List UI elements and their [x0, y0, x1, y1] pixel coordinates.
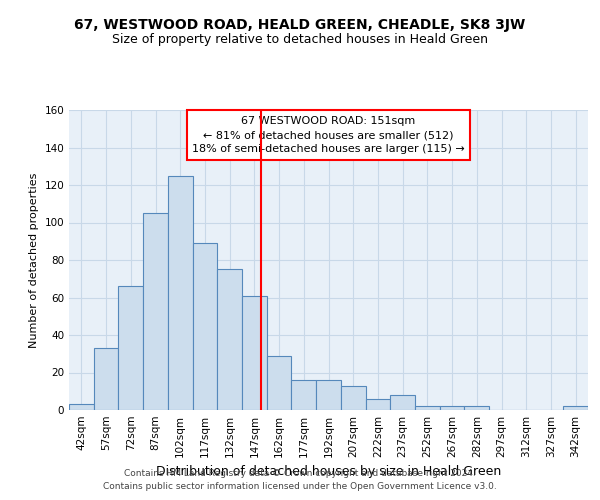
Bar [390, 395, 415, 410]
Bar [242, 296, 267, 410]
Bar [316, 380, 341, 410]
Bar [292, 380, 316, 410]
X-axis label: Distribution of detached houses by size in Heald Green: Distribution of detached houses by size … [156, 466, 501, 478]
Bar [143, 213, 168, 410]
Bar [69, 404, 94, 410]
Text: 67 WESTWOOD ROAD: 151sqm
← 81% of detached houses are smaller (512)
18% of semi-: 67 WESTWOOD ROAD: 151sqm ← 81% of detach… [192, 116, 465, 154]
Bar [267, 356, 292, 410]
Text: 67, WESTWOOD ROAD, HEALD GREEN, CHEADLE, SK8 3JW: 67, WESTWOOD ROAD, HEALD GREEN, CHEADLE,… [74, 18, 526, 32]
Bar [563, 406, 588, 410]
Bar [464, 406, 489, 410]
Bar [193, 243, 217, 410]
Bar [168, 176, 193, 410]
Bar [415, 406, 440, 410]
Bar [118, 286, 143, 410]
Bar [365, 399, 390, 410]
Text: Contains HM Land Registry data © Crown copyright and database right 2024.: Contains HM Land Registry data © Crown c… [124, 468, 476, 477]
Y-axis label: Number of detached properties: Number of detached properties [29, 172, 39, 348]
Bar [217, 270, 242, 410]
Bar [440, 406, 464, 410]
Bar [341, 386, 365, 410]
Text: Contains public sector information licensed under the Open Government Licence v3: Contains public sector information licen… [103, 482, 497, 491]
Text: Size of property relative to detached houses in Heald Green: Size of property relative to detached ho… [112, 32, 488, 46]
Bar [94, 348, 118, 410]
